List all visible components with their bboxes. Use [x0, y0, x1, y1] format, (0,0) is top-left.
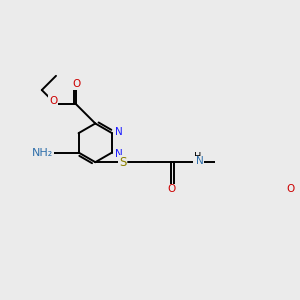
Text: N: N — [115, 127, 122, 137]
Text: H: H — [194, 152, 202, 162]
Text: N: N — [196, 157, 203, 166]
Text: O: O — [287, 184, 295, 194]
Text: N: N — [115, 149, 122, 159]
Text: S: S — [119, 156, 126, 170]
Text: O: O — [167, 184, 176, 194]
Text: O: O — [72, 79, 80, 89]
Text: NH₂: NH₂ — [32, 148, 53, 158]
Text: O: O — [49, 96, 57, 106]
